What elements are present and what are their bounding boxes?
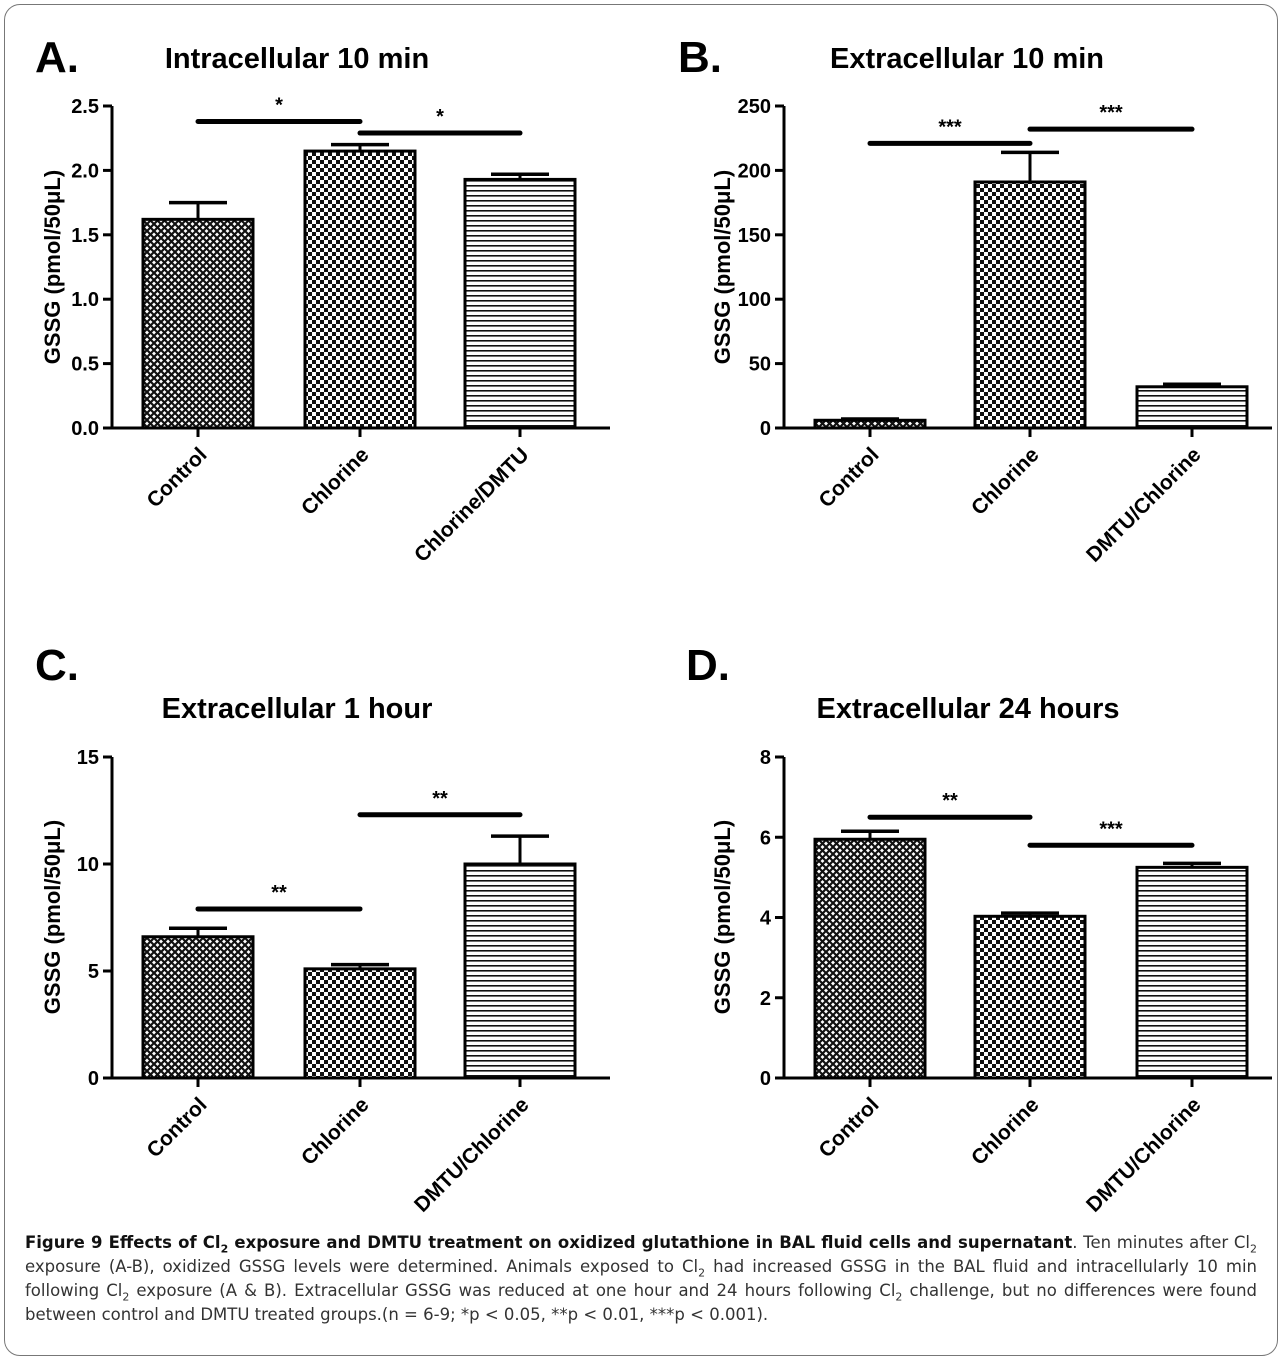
x-tick-label: Chlorine <box>967 1093 1043 1169</box>
bar-control <box>141 935 255 1080</box>
bar-control <box>141 217 255 430</box>
y-tick-label: 250 <box>738 96 771 118</box>
significance-label: ** <box>942 790 958 812</box>
y-tick-label: 100 <box>738 289 771 311</box>
x-tick-label: Control <box>814 443 883 512</box>
y-tick-label: 5 <box>88 961 99 983</box>
bar-chlorine-dmtu <box>463 177 577 430</box>
chart-panel-a: A. Intracellular 10 min GSSG (pmol/50μL) 0.… <box>35 33 610 567</box>
significance-label: ** <box>271 882 287 904</box>
y-tick-label: 15 <box>77 747 99 769</box>
panel-label: C. <box>35 641 79 690</box>
y-tick-label: 4 <box>760 908 772 930</box>
x-tick-label: DMTU/Chlorine <box>1082 443 1206 567</box>
caption-body-3: 2 <box>698 1266 706 1280</box>
x-tick-label: Chlorine <box>967 443 1043 519</box>
x-tick-label: Chlorine <box>297 443 373 519</box>
y-axis-label: GSSG (pmol/50μL) <box>40 170 65 364</box>
y-tick-label: 200 <box>738 160 771 182</box>
caption-title-sub: 2 <box>220 1242 229 1256</box>
bar-chlorine <box>303 149 417 430</box>
y-tick-label: 150 <box>738 225 771 247</box>
y-tick-label: 8 <box>760 747 771 769</box>
bar-chlorine <box>973 914 1087 1080</box>
figure-charts: A. Intracellular 10 min GSSG (pmol/50μL) 0.… <box>35 33 1272 1217</box>
y-tick-label: 0 <box>88 1068 99 1090</box>
y-tick-label: 1.5 <box>71 225 99 247</box>
chart-title: Intracellular 10 min <box>165 43 429 75</box>
caption-body-0: . Ten minutes after Cl <box>1072 1233 1250 1252</box>
significance-label: *** <box>938 116 962 138</box>
chart-panel-b: B. Extracellular 10 min GSSG (pmol/50μL) 0 5… <box>678 33 1272 567</box>
caption-body-2: exposure (A-B), oxidized GSSG levels wer… <box>25 1257 699 1276</box>
bar-chlorine <box>303 967 417 1080</box>
y-tick-label: 6 <box>760 827 771 849</box>
bar-control <box>813 418 927 430</box>
caption-body-6: exposure (A & B). Extracellular GSSG was… <box>129 1281 896 1300</box>
significance-label: * <box>275 94 283 116</box>
panel-label: D. <box>686 641 730 690</box>
y-axis-label: GSSG (pmol/50μL) <box>40 820 65 1014</box>
significance-label: * <box>436 106 444 128</box>
y-tick-label: 2 <box>760 988 771 1010</box>
x-tick-label: DMTU/Chlorine <box>410 1093 534 1217</box>
caption-body-5: 2 <box>122 1290 130 1304</box>
x-tick-label: Control <box>142 1093 211 1162</box>
y-tick-label: 2.0 <box>71 160 99 182</box>
bar-chlorine <box>973 180 1087 430</box>
y-tick-label: 0 <box>760 418 771 440</box>
x-tick-label: Chlorine/DMTU <box>410 443 534 567</box>
figure-caption: Figure 9 Effects of Cl2 exposure and DMT… <box>25 1231 1257 1327</box>
significance-label: ** <box>432 788 448 810</box>
chart-panel-d: D. Extracellular 24 hours GSSG (pmol/50μL)… <box>686 641 1272 1217</box>
panel-label: B. <box>678 33 722 82</box>
x-tick-label: Control <box>814 1093 883 1162</box>
y-tick-label: 0.0 <box>71 418 99 440</box>
bar-dmtu-chlorine <box>1135 865 1249 1080</box>
chart-title: Extracellular 24 hours <box>816 693 1119 725</box>
caption-figure-label: Figure 9 <box>25 1233 103 1252</box>
significance-label: *** <box>1099 818 1123 840</box>
caption-body-4: had increased GSSG in the BAL fluid and … <box>25 1257 1257 1300</box>
caption-title-part2: exposure and DMTU treatment on oxidized … <box>228 1233 1073 1252</box>
chart-panel-c: C. Extracellular 1 hour GSSG (pmol/50μL) 0 5… <box>35 641 610 1217</box>
chart-title: Extracellular 10 min <box>830 43 1104 75</box>
chart-title: Extracellular 1 hour <box>162 693 433 725</box>
y-tick-label: 50 <box>749 354 771 376</box>
bar-dmtu-chlorine <box>463 862 577 1080</box>
bar-dmtu-chlorine <box>1135 385 1249 430</box>
y-tick-label: 1.0 <box>71 289 99 311</box>
y-tick-label: 10 <box>77 854 99 876</box>
y-tick-label: 0 <box>760 1068 771 1090</box>
x-tick-label: Chlorine <box>297 1093 373 1169</box>
y-tick-label: 0.5 <box>71 354 99 376</box>
x-tick-label: DMTU/Chlorine <box>1082 1093 1206 1217</box>
y-tick-label: 2.5 <box>71 96 99 118</box>
bar-control <box>813 837 927 1080</box>
caption-title-part1: Effects of Cl <box>102 1233 221 1252</box>
x-tick-label: Control <box>142 443 211 512</box>
caption-body-1: 2 <box>1249 1242 1257 1256</box>
panel-label: A. <box>35 33 79 82</box>
significance-label: *** <box>1099 102 1123 124</box>
y-axis-label: GSSG (pmol/50μL) <box>710 820 735 1014</box>
caption-body-7: 2 <box>895 1290 903 1304</box>
caption-body-8: challenge, but no differences were found… <box>25 1281 1257 1324</box>
y-axis-label: GSSG (pmol/50μL) <box>710 170 735 364</box>
caption-title: Figure 9 Effects of Cl2 exposure and DMT… <box>25 1233 1073 1256</box>
